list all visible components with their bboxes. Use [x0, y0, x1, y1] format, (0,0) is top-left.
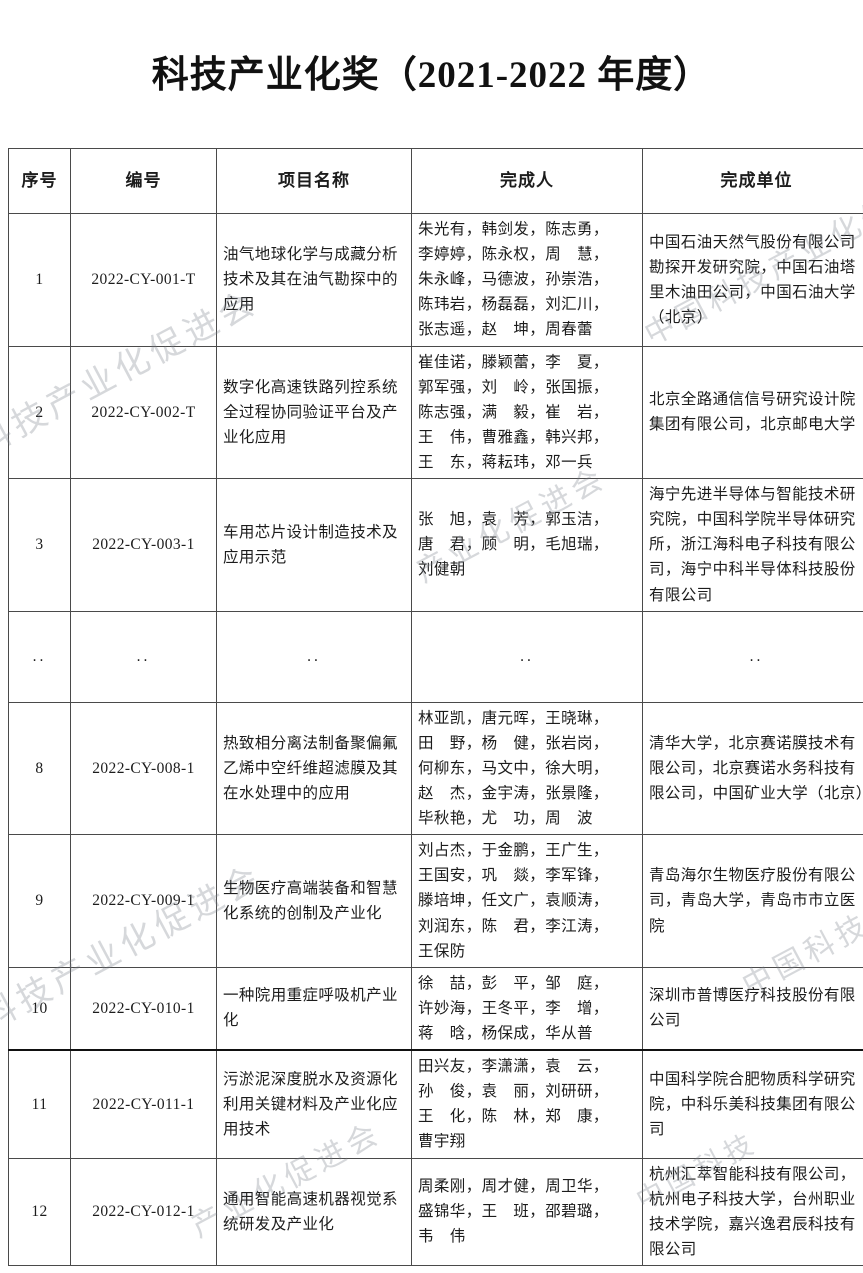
cell-project: 数字化高速铁路列控系统全过程协同验证平台及产业化应用: [216, 345, 412, 480]
column-header-project: 项目名称: [216, 148, 412, 214]
cell-org: 中国石油天然气股份有限公司勘探开发研究院，中国石油塔里木油田公司，中国石油大学（…: [642, 213, 863, 347]
cell-seq: 2: [8, 345, 71, 480]
table-body: 1 2022-CY-001-T 油气地球化学与成藏分析技术及其在油气勘探中的应用 朱光…: [8, 213, 863, 1266]
table-row: 11 2022-CY-011-1 污淤泥深度脱水及资源化利用关键材料及产业化应用技术…: [8, 1049, 863, 1159]
cell-people: ..: [411, 610, 643, 703]
cell-code: 2022-CY-002-T: [70, 345, 217, 480]
cell-code: 2022-CY-010-1: [70, 966, 217, 1052]
cell-seq: 9: [8, 834, 71, 968]
cell-code: 2022-CY-003-1: [70, 478, 217, 612]
cell-people: 张 旭，袁 芳，郭玉洁， 唐 君，顾 明，毛旭瑞， 刘健朝: [411, 478, 643, 612]
cell-project: 车用芯片设计制造技术及应用示范: [216, 478, 412, 612]
cell-code: ..: [70, 610, 217, 703]
table-row: 3 2022-CY-003-1 车用芯片设计制造技术及应用示范张 旭，袁 芳，郭玉洁…: [8, 478, 863, 612]
cell-code: 2022-CY-011-1: [70, 1049, 217, 1159]
cell-project: 生物医疗高端装备和智慧化系统的创制及产业化: [216, 834, 412, 968]
table-row: 12 2022-CY-012-1 通用智能高速机器视觉系统研发及产业化 周柔刚，周才健…: [8, 1157, 863, 1266]
cell-people: 朱光有，韩剑发，陈志勇， 李婷婷，陈永权，周 慧， 朱永峰，马德波，孙崇浩， 陈…: [411, 213, 643, 347]
cell-code: 2022-CY-001-T: [70, 213, 217, 347]
cell-seq: 8: [8, 701, 71, 836]
cell-seq: ..: [8, 610, 71, 703]
cell-seq: 10: [8, 966, 71, 1052]
cell-project: 污淤泥深度脱水及资源化利用关键材料及产业化应用技术: [216, 1049, 412, 1159]
cell-code: 2022-CY-009-1: [70, 834, 217, 968]
table-row: 8 2022-CY-008-1 热致相分离法制备聚偏氟乙烯中空纤维超滤膜及其在水处理…: [8, 701, 863, 836]
cell-seq: 12: [8, 1157, 71, 1266]
award-table: 序号 编号 项目名称 完成人 完成单位 授予 等级 12022-CY-001-T…: [8, 148, 863, 1266]
cell-code: 2022-CY-008-1: [70, 701, 217, 836]
page-title: 科技产业化奖（2021-2022 年度）: [151, 55, 712, 96]
table-row: 10 2022-CY-010-1 一种院用重症呼吸机产业化徐 喆，彭 平，邹 庭， …: [8, 966, 863, 1052]
cell-code: 2022-CY-012-1: [70, 1157, 217, 1266]
cell-org: 杭州汇萃智能科技有限公司，杭州电子科技大学，台州职业技术学院，嘉兴逸君辰科技有限…: [642, 1157, 863, 1266]
cell-people: 周柔刚，周才健，周卫华， 盛锦华，王 班，邵碧璐， 韦 伟: [411, 1157, 643, 1266]
cell-project: 一种院用重症呼吸机产业化: [216, 966, 412, 1052]
cell-seq: 11: [8, 1049, 71, 1159]
table-row: ..........一等: [8, 610, 863, 703]
cell-org: 北京全路通信信号研究设计院集团有限公司，北京邮电大学: [642, 345, 863, 480]
cell-people: 崔佳诺，滕颖蕾，李 夏， 郭军强，刘 岭，张国振， 陈志强，满 毅，崔 岩， 王…: [411, 345, 643, 480]
award-table-container: 序号 编号 项目名称 完成人 完成单位 授予 等级 12022-CY-001-T…: [8, 148, 863, 1266]
column-header-org: 完成单位: [642, 148, 863, 214]
cell-org: 中国科学院合肥物质科学研究院，中科乐美科技集团有限公司: [642, 1049, 863, 1159]
column-header-seq: 序号: [8, 148, 71, 214]
cell-org: 海宁先进半导体与智能技术研究院，中国科学院半导体研究所，浙江海科电子科技有限公司…: [642, 478, 863, 612]
cell-project: 热致相分离法制备聚偏氟乙烯中空纤维超滤膜及其在水处理中的应用: [216, 701, 412, 836]
cell-people: 林亚凯，唐元晖，王晓琳， 田 野，杨 健，张岩岗， 何柳东，马文中，徐大明， 赵…: [411, 701, 643, 836]
header-row: 序号 编号 项目名称 完成人 完成单位 授予 等级: [8, 148, 863, 214]
table-header: 序号 编号 项目名称 完成人 完成单位 授予 等级: [8, 148, 863, 214]
cell-org: ..: [642, 610, 863, 703]
cell-people: 徐 喆，彭 平，邹 庭， 许妙海，王冬平，李 增， 蒋 晗，杨保成，华从普: [411, 966, 643, 1052]
table-row: 9 2022-CY-009-1 生物医疗高端装备和智慧化系统的创制及产业化 刘占杰，于…: [8, 834, 863, 968]
cell-seq: 1: [8, 213, 71, 347]
table-row: 2 2022-CY-002-T 数字化高速铁路列控系统全过程协同验证平台及产业化应用…: [8, 345, 863, 480]
cell-org: 青岛海尔生物医疗股份有限公司，青岛大学，青岛市市立医院: [642, 834, 863, 968]
cell-seq: 3: [8, 478, 71, 612]
cell-project: 通用智能高速机器视觉系统研发及产业化: [216, 1157, 412, 1266]
column-header-people: 完成人: [411, 148, 643, 214]
cell-project: ..: [216, 610, 412, 703]
table-row: 1 2022-CY-001-T 油气地球化学与成藏分析技术及其在油气勘探中的应用 朱光…: [8, 213, 863, 347]
cell-org: 清华大学，北京赛诺膜技术有限公司，北京赛诺水务科技有限公司，中国矿业大学（北京）: [642, 701, 863, 836]
cell-people: 田兴友，李潇潇，袁 云， 孙 俊，袁 丽，刘研研， 王 化，陈 林，郑 康， 曹…: [411, 1049, 643, 1159]
cell-people: 刘占杰，于金鹏，王广生， 王国安，巩 燚，李军锋， 滕培坤，任文广，袁顺涛， 刘…: [411, 834, 643, 968]
column-header-code: 编号: [70, 148, 217, 214]
cell-org: 深圳市普博医疗科技股份有限公司: [642, 966, 863, 1052]
cell-project: 油气地球化学与成藏分析技术及其在油气勘探中的应用: [216, 213, 412, 347]
